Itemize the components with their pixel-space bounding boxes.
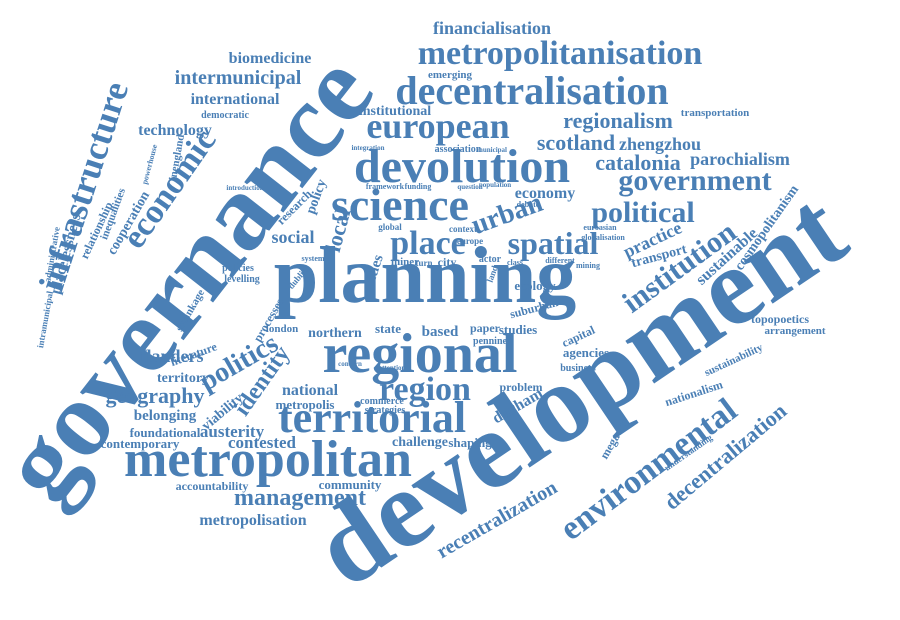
word-municipal: municipal: [477, 146, 507, 154]
word-regional: regional: [323, 323, 518, 385]
word-catalonia: catalonia: [595, 150, 681, 175]
word-city: city: [438, 255, 457, 269]
word-zhengzhou: zhengzhou: [619, 134, 701, 154]
word-class: class: [507, 258, 523, 267]
word-social: social: [272, 227, 315, 247]
word-biomedicine: biomedicine: [229, 50, 312, 67]
word-business: business: [560, 363, 596, 374]
word-metropolitanisation: metropolitanisation: [418, 35, 703, 72]
word-emerging: emerging: [428, 69, 472, 81]
word-integration: integration: [351, 144, 384, 152]
word-contested: contested: [228, 433, 297, 452]
word-northern: northern: [308, 326, 362, 341]
word-topopoetics: topopoetics: [751, 312, 809, 326]
word-institutional: institutional: [359, 104, 431, 119]
word-economy: economy: [515, 185, 575, 202]
word-austerity: austerity: [200, 422, 265, 441]
word-territorial: territorial: [278, 393, 466, 442]
word-challenge: challenge: [392, 435, 448, 450]
word-framework: framework: [366, 182, 405, 191]
word-context: context: [449, 224, 477, 234]
word-place: place: [390, 225, 466, 262]
word-national: national: [282, 382, 339, 399]
word-globalisation: globalisation: [581, 233, 625, 242]
word-association: association: [435, 144, 482, 155]
word-government: government: [618, 164, 771, 197]
word-based: based: [422, 324, 459, 340]
word-debate: debate: [517, 200, 540, 209]
word-commerce: commerce: [360, 396, 404, 407]
word-metropolisation: metropolisation: [199, 512, 306, 529]
word-geography: geography: [106, 383, 205, 408]
word-attention: attention: [379, 364, 406, 372]
word-pennine: pennine: [473, 336, 507, 347]
word-intermunicipal: intermunicipal: [175, 67, 302, 89]
word-belonging: belonging: [134, 408, 197, 424]
word-scotland: scotland: [537, 130, 615, 155]
word-international: international: [191, 91, 280, 108]
word-science: science: [331, 179, 469, 230]
word-contemporary: contemporary: [101, 436, 180, 451]
word-problem: problem: [499, 380, 542, 394]
word-strategies: strategies: [365, 405, 406, 416]
word-intramunicipal: intramunicipal: [35, 290, 55, 349]
word-mining: mining: [576, 261, 600, 270]
word-territory: territory: [157, 371, 209, 386]
word-metropolitan: metropolitan: [124, 431, 412, 488]
word-concern: concern: [338, 360, 362, 368]
word-agencies: agencies: [563, 345, 609, 360]
word-democratic: democratic: [201, 110, 249, 121]
word-devolution: devolution: [354, 140, 570, 193]
word-state: state: [375, 321, 401, 336]
word-miner: miner: [391, 256, 419, 268]
word-population: population: [479, 181, 511, 189]
word-shaping: shaping: [448, 435, 492, 450]
word-arrangement: arrangement: [764, 325, 825, 337]
word-london: london: [266, 323, 298, 335]
word-regionalism: regionalism: [563, 108, 673, 133]
word-financialisation: financialisation: [433, 18, 551, 38]
word-question: question: [457, 183, 482, 191]
word-spatial: spatial: [508, 225, 599, 261]
word-system: system: [301, 254, 324, 263]
word-different: different: [545, 256, 575, 265]
word-decentralisation: decentralisation: [395, 68, 668, 113]
word-region: region: [379, 371, 471, 408]
word-introduction: introduction: [226, 184, 263, 192]
word-european: european: [366, 106, 509, 146]
word-policies: policies: [222, 263, 254, 274]
word-euroasian: euroasian: [583, 223, 617, 232]
word-europe: europe: [457, 236, 483, 246]
word-accountability: accountability: [176, 479, 249, 493]
word-studies: studies: [499, 322, 537, 337]
word-paper: paper: [470, 321, 501, 335]
word-management: management: [234, 485, 366, 511]
word-levelling: levelling: [224, 274, 260, 285]
word-foundational: foundational: [130, 425, 201, 440]
word-planning: planning: [274, 232, 576, 320]
word-funding: funding: [405, 182, 432, 191]
word-ecology: ecology: [514, 278, 556, 293]
word-global: global: [378, 222, 402, 232]
word-parochialism: parochialism: [690, 149, 790, 169]
word-actor: actor: [479, 254, 502, 265]
word-flanders: flanders: [141, 346, 204, 366]
word-metropolis: metropolis: [276, 397, 335, 412]
word-technology: technology: [138, 122, 212, 139]
word-transportation: transportation: [681, 107, 749, 119]
word-turn: turn: [415, 258, 432, 268]
word-political: political: [591, 196, 694, 229]
word-community: community: [319, 477, 382, 492]
